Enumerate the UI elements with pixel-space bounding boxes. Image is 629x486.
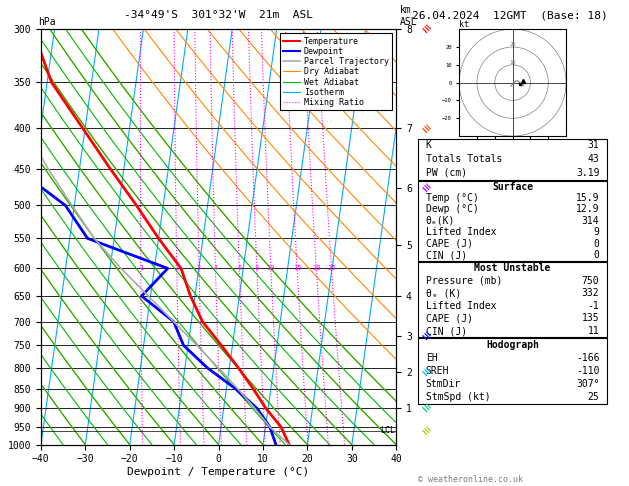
Text: ≡: ≡ — [417, 329, 432, 343]
Text: ≡: ≡ — [417, 22, 432, 36]
Text: ≡: ≡ — [417, 121, 432, 136]
Text: 1: 1 — [138, 265, 143, 271]
Text: LCL: LCL — [380, 426, 395, 435]
Text: CIN (J): CIN (J) — [426, 250, 467, 260]
X-axis label: Dewpoint / Temperature (°C): Dewpoint / Temperature (°C) — [128, 467, 309, 477]
Text: ≡: ≡ — [417, 401, 432, 416]
Text: Dewp (°C): Dewp (°C) — [426, 205, 479, 214]
Text: kt: kt — [459, 20, 469, 29]
Text: ≡: ≡ — [417, 423, 432, 438]
Text: -166: -166 — [576, 353, 599, 363]
Text: CAPE (J): CAPE (J) — [426, 239, 473, 249]
Text: 0: 0 — [594, 239, 599, 249]
Text: 43: 43 — [587, 154, 599, 164]
Text: 15.9: 15.9 — [576, 193, 599, 203]
Y-axis label: Mixing Ratio (g/kg): Mixing Ratio (g/kg) — [419, 181, 429, 293]
Text: Hodograph: Hodograph — [486, 340, 539, 350]
Text: 307°: 307° — [576, 379, 599, 389]
Text: 2: 2 — [175, 265, 179, 271]
Text: 25: 25 — [327, 265, 336, 271]
Text: CAPE (J): CAPE (J) — [426, 313, 473, 324]
Text: 9: 9 — [594, 227, 599, 237]
Text: StmSpd (kt): StmSpd (kt) — [426, 392, 491, 402]
Text: Totals Totals: Totals Totals — [426, 154, 502, 164]
Text: 25: 25 — [587, 392, 599, 402]
Text: -1: -1 — [587, 301, 599, 311]
Text: hPa: hPa — [38, 17, 55, 27]
Text: -110: -110 — [576, 366, 599, 376]
Text: 10: 10 — [509, 60, 516, 65]
Text: km
ASL: km ASL — [399, 5, 417, 27]
Text: 12.9: 12.9 — [576, 205, 599, 214]
Legend: Temperature, Dewpoint, Parcel Trajectory, Dry Adiabat, Wet Adiabat, Isotherm, Mi: Temperature, Dewpoint, Parcel Trajectory… — [280, 34, 392, 110]
Text: θₑ(K): θₑ(K) — [426, 216, 455, 226]
Text: 0: 0 — [594, 250, 599, 260]
Text: 3: 3 — [197, 265, 201, 271]
Text: -34°49'S  301°32'W  21m  ASL: -34°49'S 301°32'W 21m ASL — [124, 10, 313, 20]
Text: © weatheronline.co.uk: © weatheronline.co.uk — [418, 474, 523, 484]
Text: 8: 8 — [255, 265, 259, 271]
Text: 4: 4 — [213, 265, 218, 271]
Text: 10: 10 — [267, 265, 275, 271]
Text: 6: 6 — [237, 265, 242, 271]
Text: K: K — [426, 140, 431, 150]
Text: 3.19: 3.19 — [576, 168, 599, 178]
Text: 750: 750 — [582, 276, 599, 286]
Text: StmDir: StmDir — [426, 379, 461, 389]
Text: ≡: ≡ — [417, 364, 432, 379]
Text: 20: 20 — [312, 265, 321, 271]
Text: 314: 314 — [582, 216, 599, 226]
Text: Pressure (mb): Pressure (mb) — [426, 276, 502, 286]
Text: EH: EH — [426, 353, 438, 363]
Text: 20: 20 — [509, 42, 516, 47]
Text: 11: 11 — [587, 326, 599, 336]
Text: 135: 135 — [582, 313, 599, 324]
Text: 31: 31 — [587, 140, 599, 150]
Text: 332: 332 — [582, 288, 599, 298]
Text: θₑ (K): θₑ (K) — [426, 288, 461, 298]
Text: 15: 15 — [293, 265, 301, 271]
Text: Temp (°C): Temp (°C) — [426, 193, 479, 203]
Text: Most Unstable: Most Unstable — [474, 263, 551, 273]
Text: Lifted Index: Lifted Index — [426, 227, 496, 237]
Text: 26.04.2024  12GMT  (Base: 18): 26.04.2024 12GMT (Base: 18) — [412, 10, 608, 20]
Text: CIN (J): CIN (J) — [426, 326, 467, 336]
Text: ≡: ≡ — [417, 180, 432, 195]
Text: Surface: Surface — [492, 181, 533, 191]
Text: PW (cm): PW (cm) — [426, 168, 467, 178]
Text: SREH: SREH — [426, 366, 449, 376]
Text: Lifted Index: Lifted Index — [426, 301, 496, 311]
